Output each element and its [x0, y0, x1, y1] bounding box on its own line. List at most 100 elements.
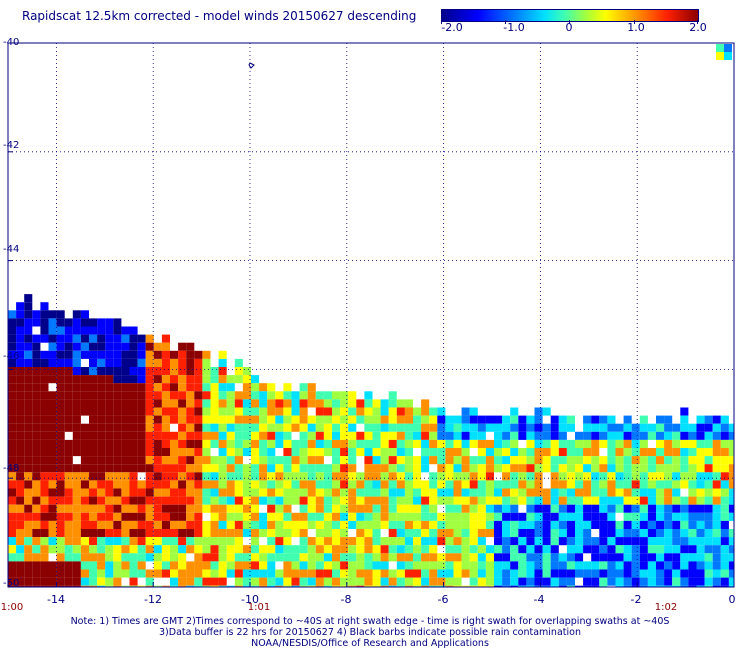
swath-cell — [534, 520, 543, 529]
swath-cell — [542, 537, 551, 546]
swath-cell — [40, 496, 49, 505]
swath-cell — [437, 464, 446, 473]
swath-cell — [161, 496, 170, 505]
swath-cell — [461, 423, 470, 432]
swath-cell — [121, 439, 130, 448]
swath-cell — [178, 472, 187, 481]
swath-cell — [64, 342, 73, 351]
swath-cell — [40, 464, 49, 473]
swath-cell — [575, 448, 584, 457]
swath-cell — [129, 334, 138, 343]
swath-cell — [291, 456, 300, 465]
swath-cell — [396, 480, 405, 489]
swath-cell — [623, 545, 632, 554]
swath-cell — [145, 383, 154, 392]
swath-cell — [234, 407, 243, 416]
swath-cell — [251, 496, 260, 505]
swath-cell — [728, 561, 734, 570]
swath-cell — [56, 488, 65, 497]
swath-cell — [680, 553, 689, 562]
swath-cell — [194, 504, 203, 513]
swath-cell — [421, 448, 430, 457]
swath-cell — [477, 577, 486, 586]
swath-cell — [720, 512, 729, 521]
swath-cell — [194, 585, 203, 587]
swath-cell — [502, 423, 511, 432]
swath-cell — [259, 520, 268, 529]
swath-cell — [186, 439, 195, 448]
swath-cell — [550, 512, 559, 521]
swath-cell — [421, 431, 430, 440]
swath-cell — [396, 464, 405, 473]
swath-cell — [469, 407, 478, 416]
swath-cell — [105, 326, 114, 335]
swath-cell — [161, 504, 170, 513]
swath-cell — [267, 415, 276, 424]
swath-cell — [161, 407, 170, 416]
swath-cell — [218, 431, 227, 440]
swath-cell — [218, 537, 227, 546]
swath-cell — [664, 561, 673, 570]
swath-cell — [242, 569, 251, 578]
swath-cell — [16, 480, 25, 489]
swath-cell — [299, 448, 308, 457]
swath-cell — [688, 520, 697, 529]
swath-cell — [89, 577, 98, 586]
swath-cell — [469, 464, 478, 473]
swath-cell — [388, 391, 397, 400]
swath-cell — [348, 545, 357, 554]
swath-cell — [234, 431, 243, 440]
swath-cell — [437, 561, 446, 570]
swath-cell — [494, 537, 503, 546]
swath-cell — [72, 512, 81, 521]
swath-cell — [194, 350, 203, 359]
swath-cell — [178, 407, 187, 416]
swath-cell — [591, 504, 600, 513]
swath-cell — [251, 561, 260, 570]
swath-cell — [672, 545, 681, 554]
swath-cell — [672, 439, 681, 448]
swath-cell — [437, 512, 446, 521]
swath-cell — [413, 496, 422, 505]
swath-cell — [315, 407, 324, 416]
swath-cell — [210, 456, 219, 465]
swath-cell — [8, 399, 17, 408]
swath-cell — [194, 423, 203, 432]
swath-cell — [137, 415, 146, 424]
swath-cell — [24, 464, 33, 473]
swath-cell — [388, 431, 397, 440]
swath-cell — [518, 569, 527, 578]
swath-cell — [226, 504, 235, 513]
swath-cell — [97, 472, 106, 481]
swath-cell — [461, 464, 470, 473]
swath-cell — [161, 342, 170, 351]
swath-cell — [97, 383, 106, 392]
swath-cell — [234, 496, 243, 505]
swath-cell — [445, 439, 454, 448]
swath-cell — [8, 488, 17, 497]
swath-cell — [477, 585, 486, 587]
swath-cell — [16, 439, 25, 448]
swath-cell — [656, 520, 665, 529]
swath-cell — [323, 423, 332, 432]
swath-cell — [242, 561, 251, 570]
swath-cell — [259, 577, 268, 586]
swath-cell — [623, 431, 632, 440]
swath-cell — [194, 545, 203, 554]
swath-cell — [307, 496, 316, 505]
swath-cell — [307, 488, 316, 497]
swath-cell — [558, 464, 567, 473]
swath-cell — [429, 553, 438, 562]
swath-cell — [542, 439, 551, 448]
swath-cell — [137, 488, 146, 497]
swath-cell — [429, 415, 438, 424]
swath-cell — [396, 423, 405, 432]
swath-cell — [607, 529, 616, 538]
swath-cell — [518, 537, 527, 546]
swath-cell — [259, 480, 268, 489]
swath-cell — [348, 561, 357, 570]
swath-cell — [24, 472, 33, 481]
swath-cell — [680, 439, 689, 448]
swath-cell — [121, 399, 130, 408]
swath-cell — [226, 569, 235, 578]
